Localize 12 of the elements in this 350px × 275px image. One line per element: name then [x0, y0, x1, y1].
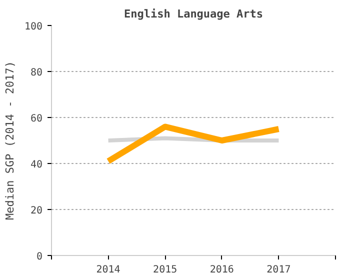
x-tick-label: 2016: [210, 264, 234, 275]
x-tick-label: 2014: [96, 264, 120, 275]
y-tick-label: 100: [24, 22, 42, 32]
y-tick-label: 20: [30, 206, 43, 216]
x-tick-label: 2017: [266, 264, 291, 275]
x-tick-label: 2015: [153, 264, 178, 275]
chart-title: English Language Arts: [124, 8, 264, 20]
y-tick-label: 40: [30, 160, 43, 170]
y-axis-title: Median SGP (2014 - 2017): [3, 61, 16, 220]
y-tick-label: 80: [30, 68, 43, 78]
y-tick-label: 60: [30, 114, 43, 124]
y-tick-label: 0: [36, 252, 43, 262]
